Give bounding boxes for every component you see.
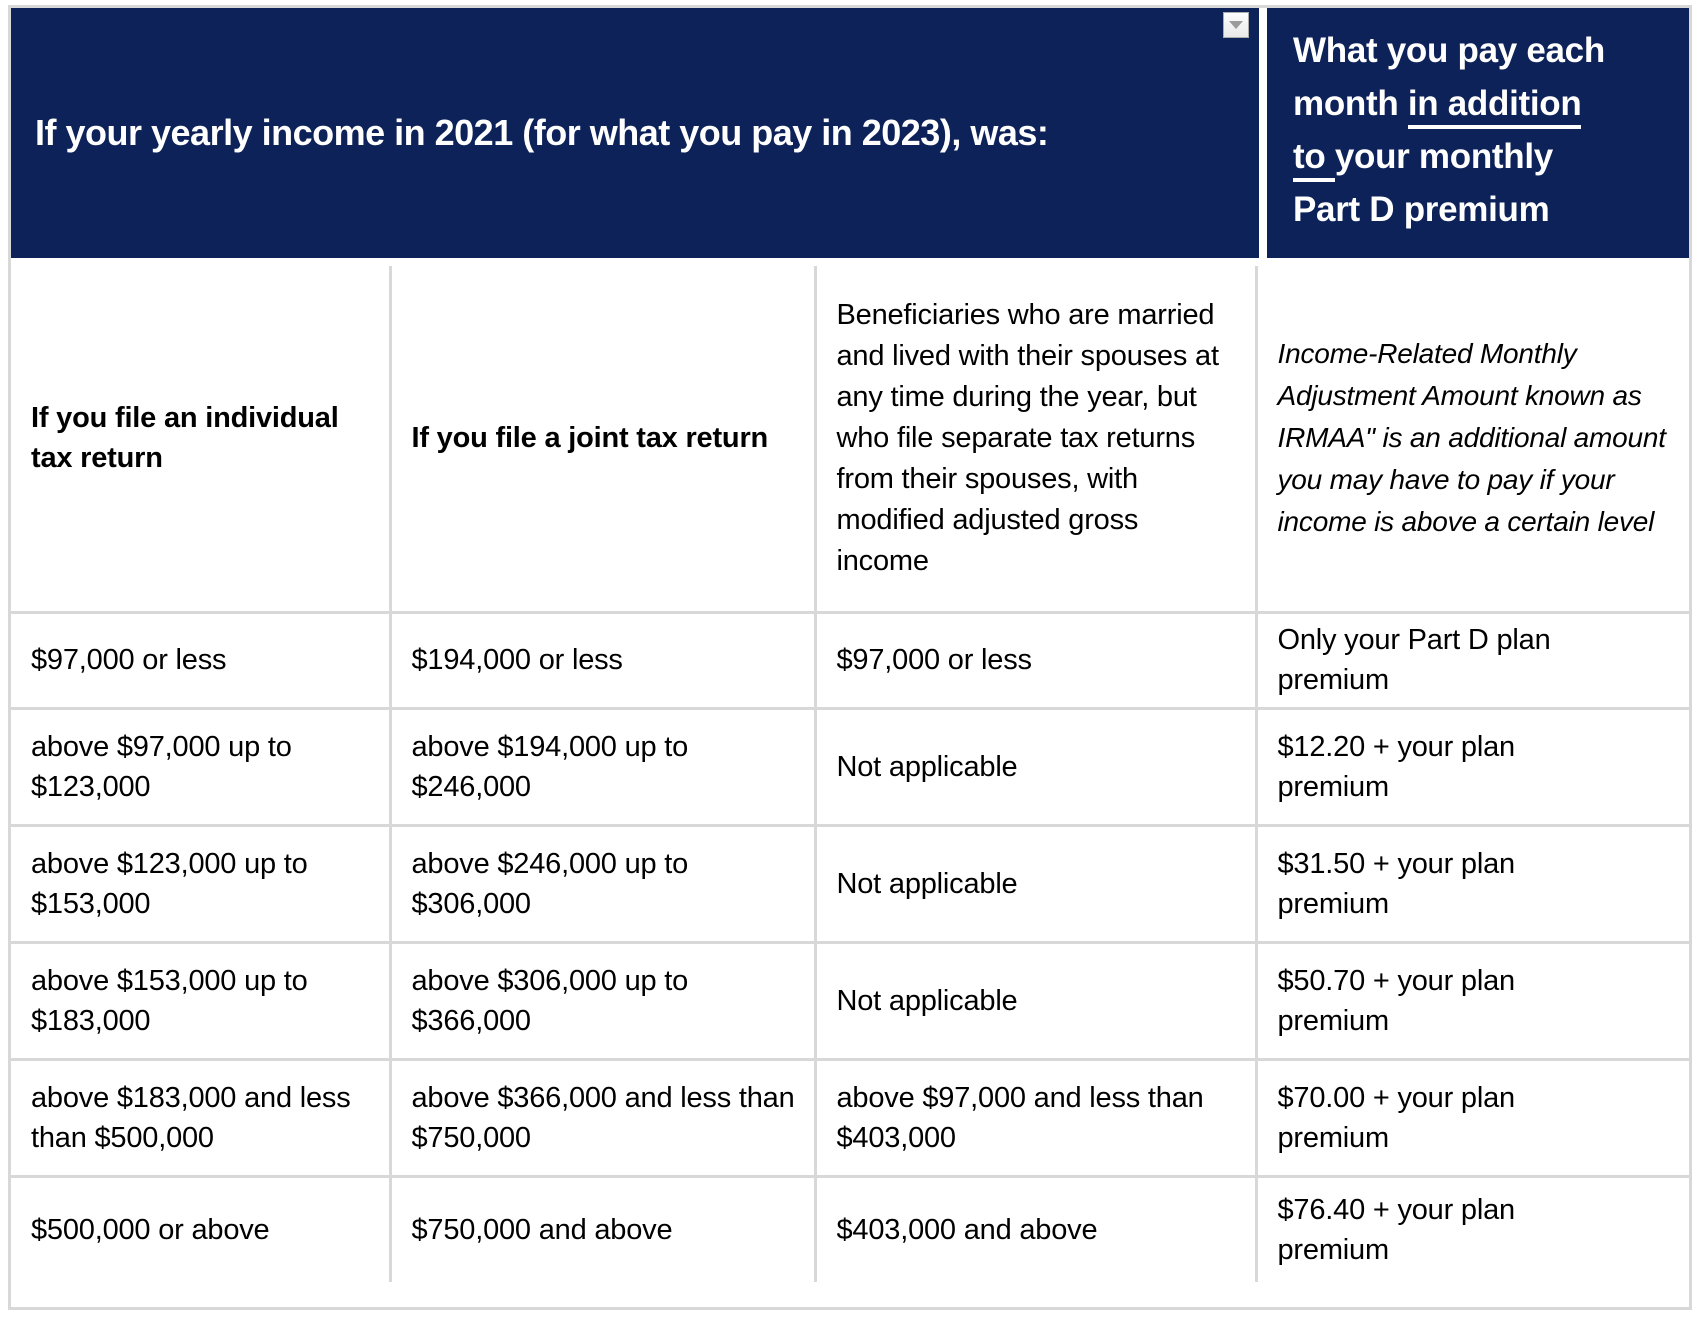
- table-cell: Only your Part D plan premium: [1254, 610, 1689, 710]
- table-cell: above $366,000 and less than $750,000: [388, 1057, 817, 1178]
- column-header-row: If you file an individual tax return If …: [11, 266, 1689, 614]
- income-brackets-table: If you file an individual tax return If …: [11, 266, 1689, 1282]
- table-cell: above $97,000 and less than $403,000: [813, 1057, 1258, 1178]
- table-cell: above $246,000 up to $306,000: [388, 823, 817, 944]
- table-cell: Not applicable: [813, 940, 1258, 1061]
- table-cell: Not applicable: [813, 706, 1258, 827]
- table-cell: above $123,000 up to $153,000: [11, 823, 392, 944]
- underlined-text: in addition: [1407, 84, 1582, 129]
- table-row: above $123,000 up to $153,000 above $246…: [11, 823, 1689, 944]
- payment-header-line: Part D premium: [1293, 190, 1550, 229]
- table-cell: $31.50 + your plan premium: [1254, 823, 1689, 944]
- table-row: above $183,000 and less than $500,000 ab…: [11, 1057, 1689, 1178]
- table-row: above $153,000 up to $183,000 above $306…: [11, 940, 1689, 1061]
- table-cell: $403,000 and above: [813, 1174, 1258, 1282]
- table-cell: Not applicable: [813, 823, 1258, 944]
- table-cell: $194,000 or less: [388, 610, 817, 710]
- table-cell: $70.00 + your plan premium: [1254, 1057, 1689, 1178]
- table-cell: $50.70 + your plan premium: [1254, 940, 1689, 1061]
- chevron-down-icon: [1229, 21, 1243, 29]
- col-header-irmaa-note: Income-Related Monthly Adjustment Amount…: [1254, 266, 1689, 614]
- table-cell: above $153,000 up to $183,000: [11, 940, 392, 1061]
- table-cell: $97,000 or less: [11, 610, 392, 710]
- col-header-joint-return: If you file a joint tax return: [388, 266, 817, 614]
- payment-header-cell: What you pay each month in addition to y…: [1267, 8, 1689, 258]
- table-cell: above $306,000 up to $366,000: [388, 940, 817, 1061]
- income-header-cell: If your yearly income in 2021 (for what …: [11, 8, 1259, 258]
- table-cell: $750,000 and above: [388, 1174, 817, 1282]
- payment-header-line: What you pay each: [1293, 31, 1605, 70]
- table-cell: above $97,000 up to $123,000: [11, 706, 392, 827]
- irmaa-premium-table: If your yearly income in 2021 (for what …: [8, 5, 1692, 1310]
- filter-dropdown-button[interactable]: [1223, 12, 1249, 38]
- payment-header-line: to your monthly: [1293, 130, 1681, 183]
- table-header-band: If your yearly income in 2021 (for what …: [11, 8, 1689, 258]
- table-cell: $500,000 or above: [11, 1174, 392, 1282]
- table-cell: $12.20 + your plan premium: [1254, 706, 1689, 827]
- table-row: above $97,000 up to $123,000 above $194,…: [11, 706, 1689, 827]
- col-header-married-separate: Beneficiaries who are married and lived …: [813, 266, 1258, 614]
- table-row: $97,000 or less $194,000 or less $97,000…: [11, 610, 1689, 710]
- underlined-text: to: [1293, 137, 1335, 182]
- col-header-individual-return: If you file an individual tax return: [11, 266, 392, 614]
- table-cell: $97,000 or less: [813, 610, 1258, 710]
- table-cell: above $194,000 up to $246,000: [388, 706, 817, 827]
- table-row: $500,000 or above $750,000 and above $40…: [11, 1174, 1689, 1282]
- income-header-title: If your yearly income in 2021 (for what …: [35, 112, 1049, 154]
- payment-header-line: month in addition: [1293, 77, 1681, 130]
- table-cell: $76.40 + your plan premium: [1254, 1174, 1689, 1282]
- table-cell: above $183,000 and less than $500,000: [11, 1057, 392, 1178]
